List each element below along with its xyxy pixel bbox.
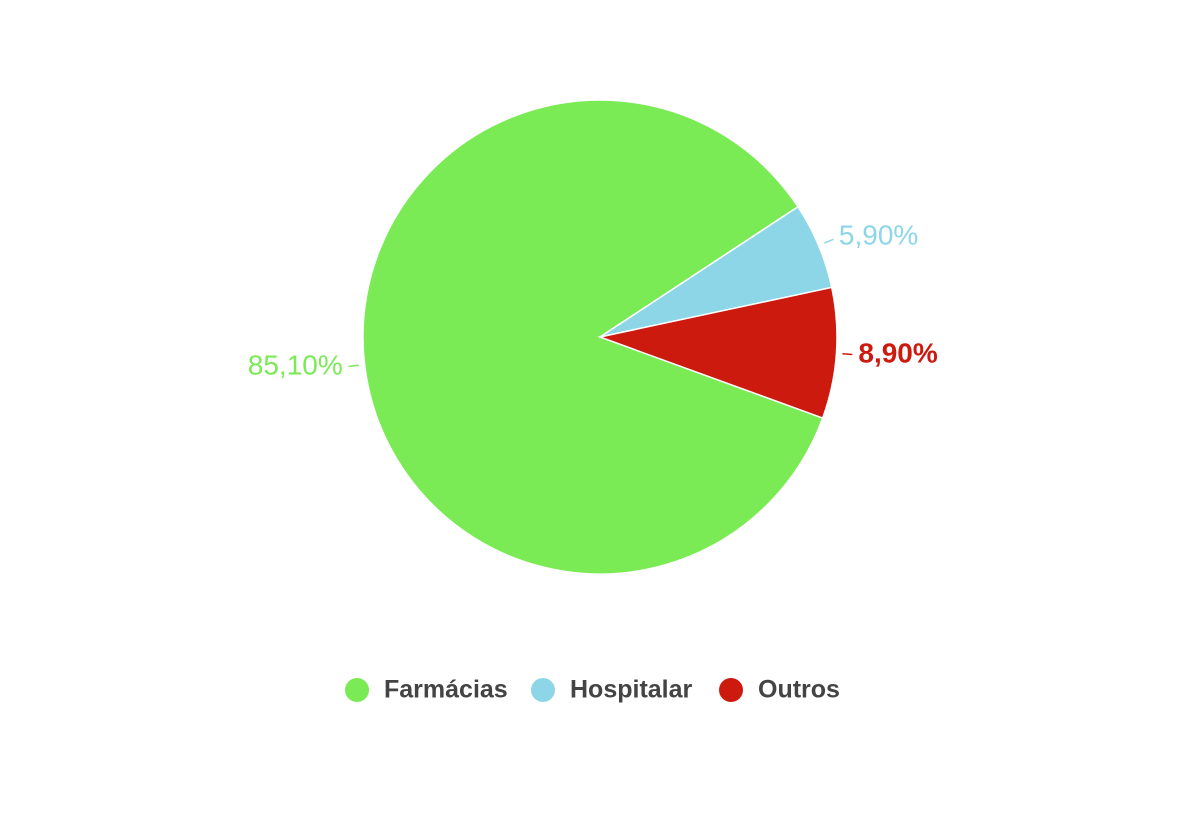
value-label: 85,10% <box>248 349 343 380</box>
label-leader <box>348 364 359 368</box>
label-leader <box>823 238 834 244</box>
legend-item: Hospitalar <box>531 676 693 704</box>
legend-swatch <box>345 678 369 702</box>
value-label: 8,90% <box>858 337 937 368</box>
legend-swatch <box>719 678 743 702</box>
value-label: 5,90% <box>839 219 918 250</box>
legend-label: Farmácias <box>384 676 508 704</box>
pie-slice <box>362 99 824 575</box>
pie-slice <box>597 286 838 420</box>
legend-label: Hospitalar <box>570 676 693 704</box>
label-leader <box>842 353 853 356</box>
legend-swatch <box>531 678 555 702</box>
legend-item: Outros <box>719 676 840 704</box>
legend-item: Farmácias <box>345 676 508 704</box>
legend-label: Outros <box>758 676 840 704</box>
